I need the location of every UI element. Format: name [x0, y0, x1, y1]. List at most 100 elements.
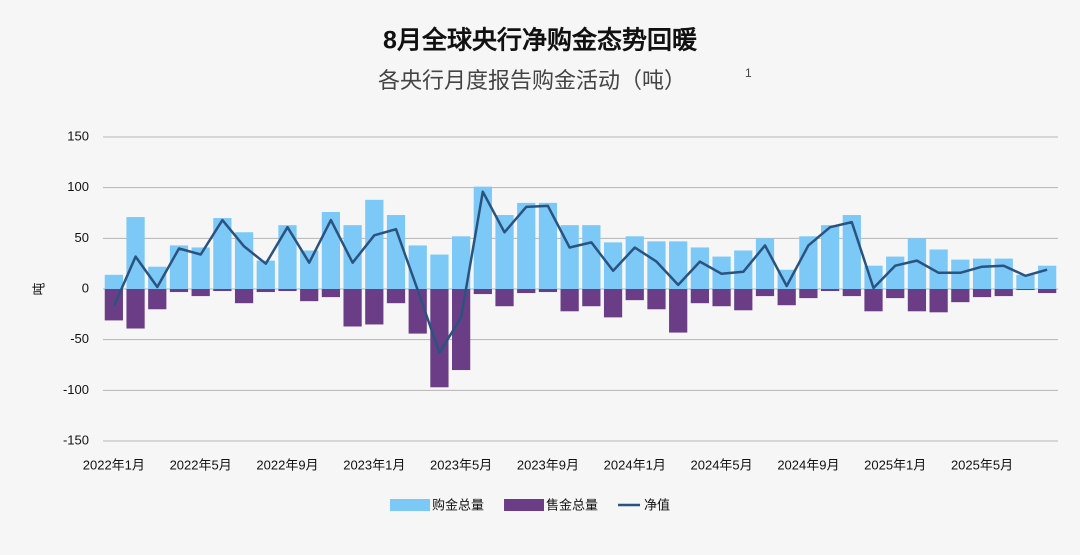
bar — [560, 289, 579, 312]
bar — [321, 289, 341, 298]
bar — [517, 289, 536, 294]
bar — [972, 258, 992, 289]
bar — [300, 289, 319, 302]
bar — [213, 289, 232, 292]
y-tick-label: 0 — [82, 280, 89, 295]
bar — [690, 247, 709, 289]
x-tick-label: 2022年5月 — [170, 457, 232, 472]
bar — [929, 289, 948, 313]
bar — [538, 289, 558, 293]
bar — [1016, 274, 1035, 289]
bar — [256, 289, 275, 293]
bar — [430, 254, 449, 289]
bar — [343, 225, 362, 289]
bar — [799, 289, 818, 299]
bar — [495, 289, 514, 307]
legend-label: 售金总量 — [546, 497, 598, 512]
bar — [755, 289, 775, 297]
x-tick-label: 2024年9月 — [777, 457, 839, 472]
bar — [669, 241, 688, 289]
chart-subtitle: 各央行月度报告购金活动（吨） — [378, 68, 686, 93]
x-tick-label: 2024年1月 — [604, 457, 666, 472]
legend-label: 净值 — [644, 497, 670, 512]
bar — [365, 199, 384, 289]
bar — [169, 289, 189, 293]
bar — [126, 289, 145, 329]
bar — [582, 289, 601, 307]
bar — [886, 289, 905, 299]
bar — [842, 215, 861, 289]
bar — [972, 289, 992, 298]
bar — [386, 215, 406, 289]
y-tick-label: 100 — [67, 179, 89, 194]
bar — [191, 289, 210, 297]
x-tick-label: 2022年1月 — [83, 457, 145, 472]
bar — [517, 202, 536, 289]
legend-label: 购金总量 — [432, 497, 484, 512]
bar — [365, 289, 384, 325]
bar — [820, 225, 840, 289]
bar — [929, 249, 948, 289]
bar — [820, 289, 840, 292]
bar — [647, 289, 666, 310]
x-tick-label: 2023年1月 — [343, 457, 405, 472]
bar — [495, 215, 514, 289]
bar — [538, 202, 558, 289]
bar — [712, 289, 731, 307]
bar — [994, 258, 1013, 289]
y-tick-label: 150 — [67, 128, 89, 143]
bar — [777, 269, 796, 289]
bar — [842, 289, 861, 297]
legend-swatch — [504, 499, 545, 511]
bar — [169, 245, 189, 289]
bar — [625, 236, 644, 289]
x-tick-label: 2023年9月 — [517, 457, 579, 472]
chart-title: 8月全球央行净购金态势回暖 — [383, 26, 698, 55]
bar — [669, 289, 688, 333]
bar — [126, 217, 145, 289]
bar — [864, 289, 883, 312]
bar — [734, 289, 753, 311]
bar — [278, 225, 297, 289]
y-axis-label: 吨 — [31, 282, 46, 295]
bar — [408, 245, 427, 289]
bar — [343, 289, 362, 327]
x-tick-label: 2025年1月 — [864, 457, 926, 472]
bar — [907, 238, 927, 289]
bar — [278, 289, 297, 292]
y-tick-label: -150 — [63, 432, 89, 447]
bar — [234, 232, 254, 289]
bar — [321, 211, 341, 289]
bar — [690, 289, 709, 304]
bar — [951, 259, 970, 289]
y-tick-label: -50 — [70, 331, 89, 346]
bar — [430, 289, 449, 388]
bar — [104, 274, 123, 289]
bar — [300, 250, 319, 289]
bar — [1016, 289, 1035, 291]
footnote-mark: 1 — [745, 66, 752, 80]
bar — [473, 289, 492, 295]
y-tick-label: -100 — [63, 382, 89, 397]
bar — [1038, 265, 1057, 289]
net-line — [112, 190, 1048, 355]
bar — [907, 289, 927, 312]
legend-swatch — [390, 499, 430, 511]
bar — [213, 218, 232, 289]
bar — [386, 289, 406, 304]
bar — [647, 241, 666, 289]
x-tick-label: 2024年5月 — [691, 457, 753, 472]
x-tick-label: 2023年5月 — [430, 457, 492, 472]
bar — [452, 289, 471, 371]
bar — [603, 242, 623, 289]
y-tick-label: 50 — [75, 230, 89, 245]
x-tick-label: 2022年9月 — [256, 457, 318, 472]
x-tick-label: 2025年5月 — [951, 457, 1013, 472]
bar — [234, 289, 254, 304]
bar — [148, 266, 167, 289]
bar — [603, 289, 623, 318]
bar — [734, 250, 753, 289]
bar — [799, 236, 818, 289]
bar — [777, 289, 796, 306]
